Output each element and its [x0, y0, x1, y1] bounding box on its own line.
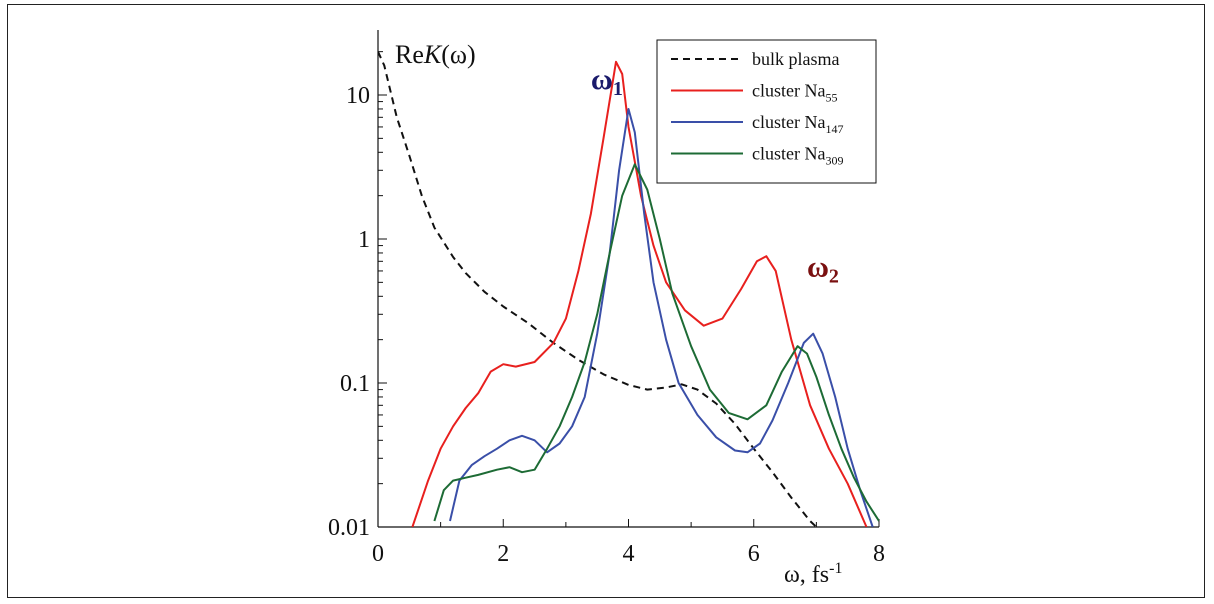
series-line-3: [449, 108, 874, 527]
y-tick-label: 10: [346, 83, 370, 109]
y-tick-label: 0.01: [328, 515, 370, 541]
x-tick-label: 6: [748, 541, 760, 567]
x-tick-label: 4: [623, 541, 635, 567]
legend-box: [656, 39, 877, 184]
series-line-2: [411, 60, 868, 527]
y-tick-label: 1: [358, 227, 370, 253]
legend-label-2: cluster Na55: [752, 81, 837, 105]
x-axis-label: ω, fs-1: [784, 560, 842, 588]
series-line-4: [433, 163, 879, 522]
annotation-omega-2: ω2: [807, 250, 839, 287]
y-tick-label: 0.1: [340, 371, 370, 397]
legend-label-3: cluster Na147: [752, 112, 843, 136]
legend-label-1: bulk plasma: [752, 49, 840, 69]
x-tick-label: 2: [497, 541, 509, 567]
x-tick-label: 8: [873, 541, 885, 567]
legend-label-4: cluster Na309: [752, 144, 843, 168]
annotation-omega-1: ω1: [591, 63, 623, 100]
x-tick-label: 0: [372, 541, 384, 567]
y-axis-label: ReK(ω): [395, 40, 476, 69]
chart: 0 2 4 6 8 0.01 0.1 1 10 ReK(ω) ω, fs-1 ω1 ω2 bulk pl…: [328, 30, 885, 588]
figure-frame: 0 2 4 6 8 0.01 0.1 1 10 ReK(ω) ω, fs-1 ω1 ω2 bulk pl…: [7, 4, 1205, 598]
